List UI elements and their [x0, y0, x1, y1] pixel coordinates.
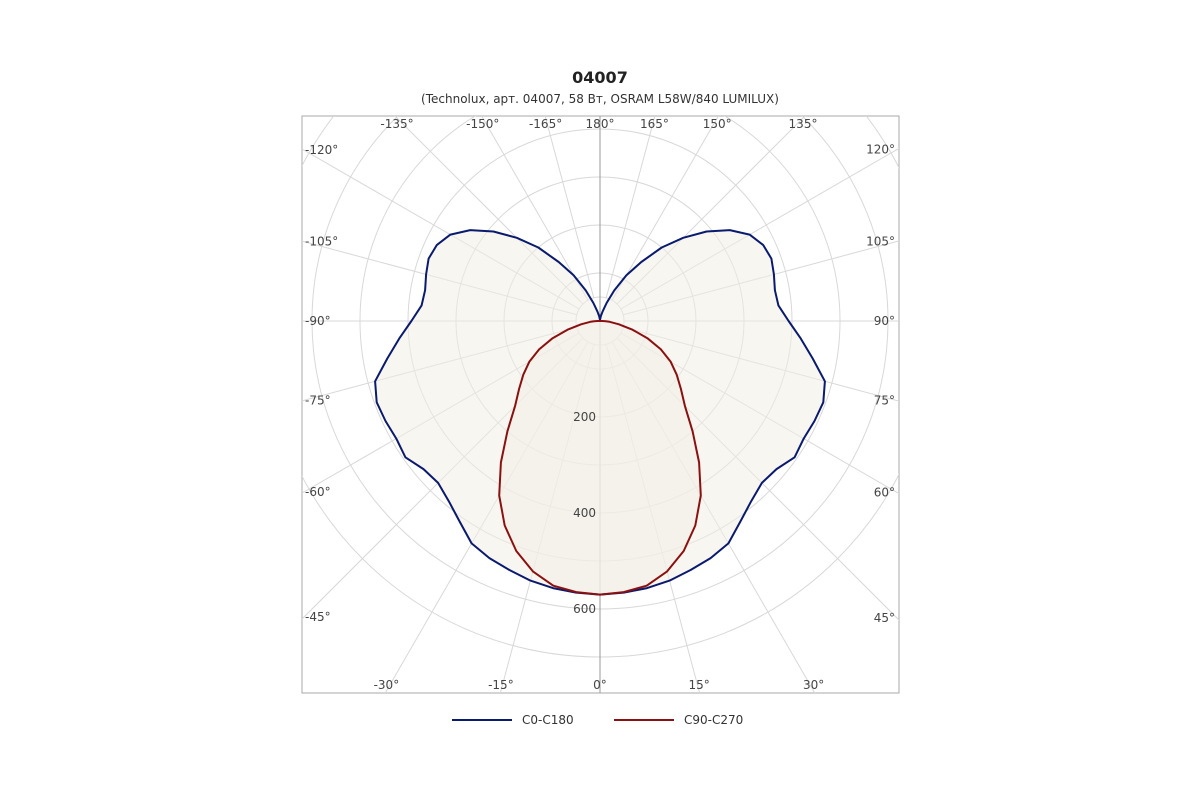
grid-spoke: [611, 116, 719, 301]
angle-label: 75°: [874, 394, 895, 408]
legend-swatch-c90-c270: [614, 719, 674, 721]
angle-label: -15°: [488, 678, 514, 692]
angle-label: -45°: [305, 610, 331, 624]
legend-item-c90-c270: C90-C270: [614, 710, 743, 730]
angle-label: -105°: [305, 235, 338, 249]
angle-label: 105°: [866, 234, 895, 248]
angle-label: -60°: [305, 485, 331, 499]
angle-label: 0°: [593, 678, 607, 692]
angle-label: 180°: [586, 117, 615, 131]
angle-label: -165°: [529, 117, 562, 131]
angle-label: -120°: [305, 143, 338, 157]
angle-label: 135°: [789, 117, 818, 131]
radial-tick-label: 400: [573, 506, 596, 520]
grid-spoke: [544, 116, 595, 298]
chart-subtitle: (Technolux, арт. 04007, 58 Вт, OSRAM L58…: [421, 92, 779, 106]
angle-label: -90°: [305, 314, 331, 328]
angle-label: 30°: [803, 678, 824, 692]
radial-tick-label: 200: [573, 410, 596, 424]
angle-label: 165°: [640, 117, 669, 131]
grid-spoke: [605, 116, 656, 298]
angle-label: 120°: [866, 143, 895, 157]
radial-tick-label: 600: [573, 602, 596, 616]
legend-label-c0-c180: C0-C180: [522, 713, 574, 727]
series-line-c90-c270: [498, 320, 702, 596]
legend-item-c0-c180: C0-C180: [452, 710, 574, 730]
legend-swatch-c0-c180: [452, 719, 512, 721]
angle-label: -30°: [374, 678, 400, 692]
angle-label: 150°: [703, 117, 732, 131]
series-fill-c90-c270: [499, 321, 701, 595]
chart-title: 04007: [572, 68, 628, 87]
grid-spoke: [481, 116, 589, 301]
angle-label: 90°: [874, 314, 895, 328]
legend-label-c90-c270: C90-C270: [684, 713, 744, 727]
angle-label: -150°: [466, 117, 499, 131]
angle-label: 45°: [874, 611, 895, 625]
angle-label: -135°: [380, 117, 413, 131]
angle-label: -75°: [305, 393, 331, 407]
angle-label: 60°: [874, 486, 895, 500]
angle-label: 15°: [688, 678, 709, 692]
